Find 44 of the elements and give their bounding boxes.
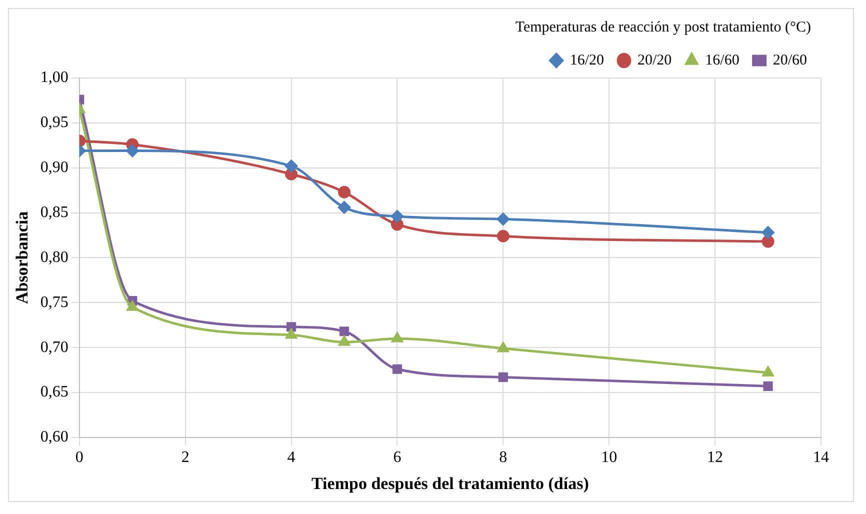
x-tick-label: 12 [707,449,724,466]
point [762,226,774,239]
point [338,336,350,346]
legend-title: Temperaturas de reacción y post tratamiento (°C) [515,19,811,36]
y-tick-label: 1,00 [40,69,68,86]
legend-label: 16/20 [570,52,604,68]
point [338,201,351,214]
y-tick-label: 0,60 [40,428,68,446]
x-tick-label: 6 [393,449,402,466]
y-axis-title: Absorbancia [12,210,32,304]
x-tick-label: 4 [287,449,296,466]
x-tick-label: 10 [601,449,618,466]
y-tick-label: 0,70 [40,338,68,356]
y-tick-label: 0,95 [40,114,68,132]
point [126,300,138,311]
y-tick-label: 0,85 [40,204,68,221]
point [286,322,296,332]
point [762,235,774,248]
y-tick-label: 0,90 [40,159,68,176]
y-tick-label: 0,65 [40,384,68,401]
point [126,144,139,158]
point [390,210,404,223]
legend-label: 20/60 [772,52,808,68]
point [496,230,510,242]
point [285,160,298,172]
x-tick-label: 14 [813,449,829,466]
point [763,381,773,391]
x-tick-label: 8 [499,449,508,466]
y-tick-label: 0,80 [40,248,68,266]
point [286,328,297,339]
legend-label: 16/60 [705,52,740,68]
point [338,186,351,198]
point [762,366,774,376]
point [392,332,403,342]
point [496,212,510,226]
point [392,364,402,374]
y-tick-label: 0,75 [40,294,68,311]
x-tick-label: 0 [75,449,84,466]
x-tick-label: 2 [181,449,190,466]
point [498,342,509,352]
legend-label: 20/20 [638,52,672,68]
point [498,372,508,382]
x-axis-title: Tiempo después del tratamiento (días) [312,474,589,494]
point [339,326,350,336]
